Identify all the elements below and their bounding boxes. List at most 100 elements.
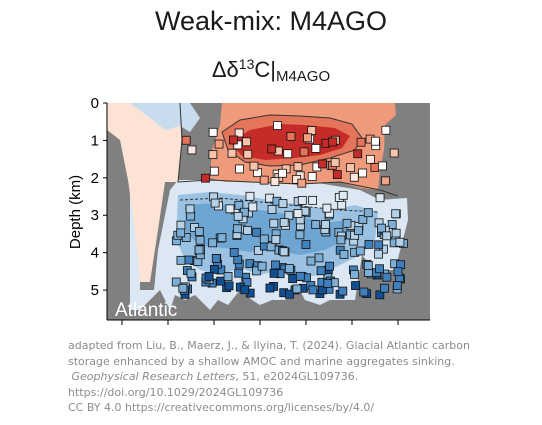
observation-marker bbox=[178, 283, 188, 293]
observation-marker bbox=[389, 148, 399, 158]
observation-marker bbox=[253, 246, 263, 255]
observation-marker bbox=[195, 235, 205, 245]
observation-marker bbox=[223, 272, 233, 281]
observation-marker bbox=[293, 209, 303, 218]
observation-marker bbox=[381, 176, 390, 186]
observation-marker bbox=[284, 210, 294, 220]
observation-marker bbox=[364, 239, 374, 249]
observation-marker bbox=[181, 135, 191, 145]
observation-marker bbox=[204, 271, 214, 281]
observation-marker bbox=[314, 253, 324, 263]
observation-marker bbox=[233, 224, 242, 234]
observation-marker bbox=[216, 276, 226, 286]
observation-marker bbox=[363, 208, 373, 218]
observation-marker bbox=[171, 277, 181, 287]
observation-marker bbox=[346, 163, 355, 173]
observation-marker bbox=[279, 247, 289, 257]
observation-marker bbox=[194, 227, 204, 236]
observation-marker bbox=[224, 281, 234, 291]
observation-marker bbox=[308, 285, 318, 295]
observation-marker bbox=[395, 237, 405, 247]
observation-marker bbox=[327, 137, 337, 147]
observation-marker bbox=[391, 209, 401, 219]
observation-marker bbox=[288, 274, 298, 284]
observation-marker bbox=[214, 139, 224, 149]
observation-marker bbox=[176, 228, 186, 238]
caption-journal-rest: , 51, e2024GL109736. bbox=[235, 370, 359, 383]
observation-marker bbox=[366, 154, 375, 164]
observation-marker bbox=[176, 255, 186, 265]
observation-marker bbox=[284, 264, 294, 273]
subtitle-prefix: Δδ bbox=[211, 57, 239, 82]
observation-marker bbox=[243, 225, 252, 235]
observation-marker bbox=[234, 268, 244, 278]
observation-marker bbox=[323, 278, 333, 288]
observation-marker bbox=[363, 260, 373, 270]
observation-marker bbox=[316, 266, 326, 276]
observation-marker bbox=[295, 271, 305, 281]
observation-marker bbox=[338, 286, 348, 296]
observation-marker bbox=[293, 162, 303, 172]
observation-marker bbox=[248, 202, 258, 212]
caption-line-3: Geophysical Research Letters, 51, e2024G… bbox=[68, 369, 528, 385]
observation-marker bbox=[381, 125, 391, 135]
observation-marker bbox=[308, 195, 318, 205]
observation-marker bbox=[185, 204, 195, 214]
observation-markers bbox=[171, 121, 408, 300]
observation-marker bbox=[273, 121, 282, 130]
observation-marker bbox=[225, 204, 235, 214]
observation-marker bbox=[375, 193, 385, 203]
subtitle-superscript: 13 bbox=[238, 56, 255, 72]
y-tick-label: 4 bbox=[91, 245, 99, 262]
observation-marker bbox=[176, 220, 186, 230]
observation-marker bbox=[278, 199, 288, 208]
observation-marker bbox=[278, 168, 287, 178]
observation-marker bbox=[382, 272, 392, 282]
observation-marker bbox=[299, 147, 309, 157]
y-tick-label: 5 bbox=[91, 282, 99, 299]
observation-marker bbox=[245, 191, 255, 201]
observation-marker bbox=[292, 284, 302, 294]
caption-doi: https://doi.org/10.1029/2024GL109736 bbox=[68, 385, 284, 399]
observation-marker bbox=[265, 193, 275, 203]
observation-marker bbox=[269, 268, 279, 278]
observation-marker bbox=[187, 145, 197, 155]
observation-marker bbox=[208, 238, 218, 248]
field-light-salmon bbox=[107, 103, 182, 282]
y-tick-label: 3 bbox=[91, 207, 99, 224]
observation-marker bbox=[382, 231, 392, 241]
observation-marker bbox=[322, 203, 332, 213]
observation-marker bbox=[374, 249, 383, 259]
y-tick-label: 1 bbox=[91, 132, 99, 149]
observation-marker bbox=[377, 223, 386, 233]
observation-marker bbox=[271, 260, 280, 270]
observation-marker bbox=[356, 137, 366, 147]
observation-marker bbox=[209, 166, 219, 176]
observation-marker bbox=[355, 246, 365, 256]
subtitle-subscript: M4AGO bbox=[275, 68, 331, 85]
observation-marker bbox=[210, 198, 220, 208]
observation-marker bbox=[233, 211, 243, 221]
observation-marker bbox=[359, 287, 369, 297]
observation-marker bbox=[270, 177, 280, 187]
observation-marker bbox=[306, 256, 316, 266]
observation-marker bbox=[349, 172, 359, 182]
observation-marker bbox=[259, 234, 269, 244]
observation-marker bbox=[370, 163, 380, 172]
observation-marker bbox=[297, 196, 307, 205]
observation-marker bbox=[181, 233, 191, 242]
observation-marker bbox=[303, 133, 312, 143]
observation-marker bbox=[229, 248, 239, 257]
observation-marker bbox=[285, 289, 294, 299]
observation-marker bbox=[318, 159, 327, 169]
observation-marker bbox=[387, 220, 397, 229]
observation-marker bbox=[271, 235, 281, 244]
observation-marker bbox=[259, 175, 269, 185]
observation-marker bbox=[337, 200, 347, 210]
observation-marker bbox=[330, 158, 340, 168]
observation-marker bbox=[235, 164, 244, 174]
citation-caption: adapted from Liu, B., Maerz, J., & Ilyin… bbox=[68, 338, 528, 416]
observation-marker bbox=[233, 140, 243, 150]
observation-marker bbox=[307, 172, 317, 181]
observation-marker bbox=[375, 264, 384, 274]
